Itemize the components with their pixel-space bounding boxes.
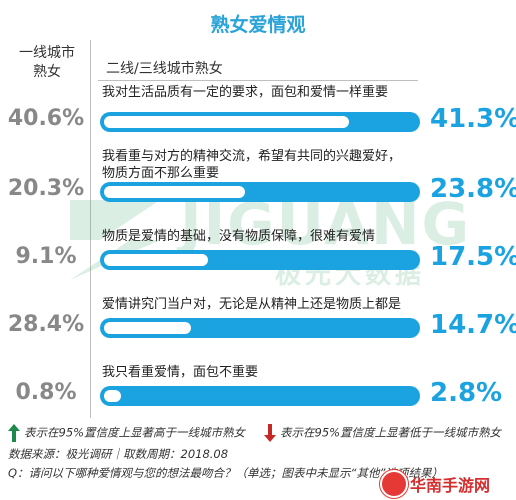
brand-logo: 华南手游网 xyxy=(380,468,510,498)
up-arrow-icon xyxy=(8,424,20,442)
tier1-value-label: 20.3% xyxy=(7,176,85,201)
brand-badge-icon xyxy=(380,470,408,498)
survey-question: Q：请问以下哪种爱情观与您的想法最吻合？（单选；图表中未显示“其他”选项结果） xyxy=(8,466,443,480)
brand-text: 华南手游网 xyxy=(410,476,491,495)
category-label: 我只看重爱情，面包不重要 xyxy=(102,364,258,381)
tier23-value-text: 17.5% xyxy=(430,242,516,272)
legend-up: 表示在95%置信度上显著高于一线城市熟女 xyxy=(8,424,245,442)
category-label: 物质是爱情的基础，没有物质保障，很难有爱情 xyxy=(102,228,375,245)
category-label: 爱情讲究门当户对，无论是从精神上还是物质上都是 xyxy=(102,296,401,313)
tier1-value-label: 28.4% xyxy=(7,312,85,337)
chart-title: 熟女爱情观 xyxy=(210,14,306,36)
down-arrow-icon xyxy=(264,424,276,442)
header-tier1-line1: 一线城市 xyxy=(19,45,75,61)
bar xyxy=(100,318,420,338)
legend-up-text: 表示在95%置信度上显著高于一线城市熟女 xyxy=(24,425,246,440)
category-label: 我看重与对方的精神交流，希望有共同的兴趣爱好， 物质方面不那么重要 xyxy=(102,148,401,182)
bar-fill xyxy=(104,322,192,334)
header-underline xyxy=(98,80,418,81)
category-label-line: 物质方面不那么重要 xyxy=(102,166,220,181)
bar xyxy=(100,182,420,202)
tier23-value-label: 23.8% xyxy=(430,174,516,204)
data-source: 数据来源：极光调研｜取数周期：2018.08 xyxy=(8,447,229,461)
tier23-value-text: 2.8% xyxy=(430,378,503,408)
bar-fill xyxy=(104,186,246,198)
category-label-line: 我只看重爱情，面包不重要 xyxy=(102,365,259,380)
category-label-line: 我对生活品质有一定的要求，面包和爱情一样重要 xyxy=(102,85,389,100)
tier23-value-label: 41.3% xyxy=(430,104,516,134)
bar xyxy=(100,386,420,406)
tier23-value-text: 41.3% xyxy=(430,104,516,134)
category-label-line: 物质是爱情的基础，没有物质保障，很难有爱情 xyxy=(102,229,376,244)
bar-fill xyxy=(104,390,121,402)
bar xyxy=(100,112,420,132)
tier23-value-label: 17.5% xyxy=(430,242,516,272)
category-label-line: 我看重与对方的精神交流，希望有共同的兴趣爱好， xyxy=(102,149,402,164)
tier1-value-label: 40.6% xyxy=(7,106,85,131)
tier23-value-label: 2.8% xyxy=(430,378,502,408)
tier1-value-label: 0.8% xyxy=(15,380,77,405)
tier23-value-label: 14.7% xyxy=(430,310,516,340)
bar-fill xyxy=(104,254,208,266)
header-tier1-line2: 熟女 xyxy=(33,64,61,80)
tier23-value-text: 23.8% xyxy=(430,174,516,204)
column-divider xyxy=(90,40,91,418)
legend-down: 表示在95%置信度上显著低于一线城市熟女 xyxy=(264,424,501,442)
header-tier1: 一线城市 熟女 xyxy=(8,44,86,82)
category-label: 我对生活品质有一定的要求，面包和爱情一样重要 xyxy=(102,84,388,101)
bar-fill xyxy=(104,116,349,128)
header-tier23: 二线/三线城市熟女 xyxy=(106,61,223,77)
category-label-line: 爱情讲究门当户对，无论是从精神上还是物质上都是 xyxy=(102,297,402,312)
tier23-value-text: 14.7% xyxy=(430,310,516,340)
legend-down-text: 表示在95%置信度上显著低于一线城市熟女 xyxy=(280,425,502,440)
tier1-value-label: 9.1% xyxy=(15,244,77,269)
bar xyxy=(100,250,420,270)
